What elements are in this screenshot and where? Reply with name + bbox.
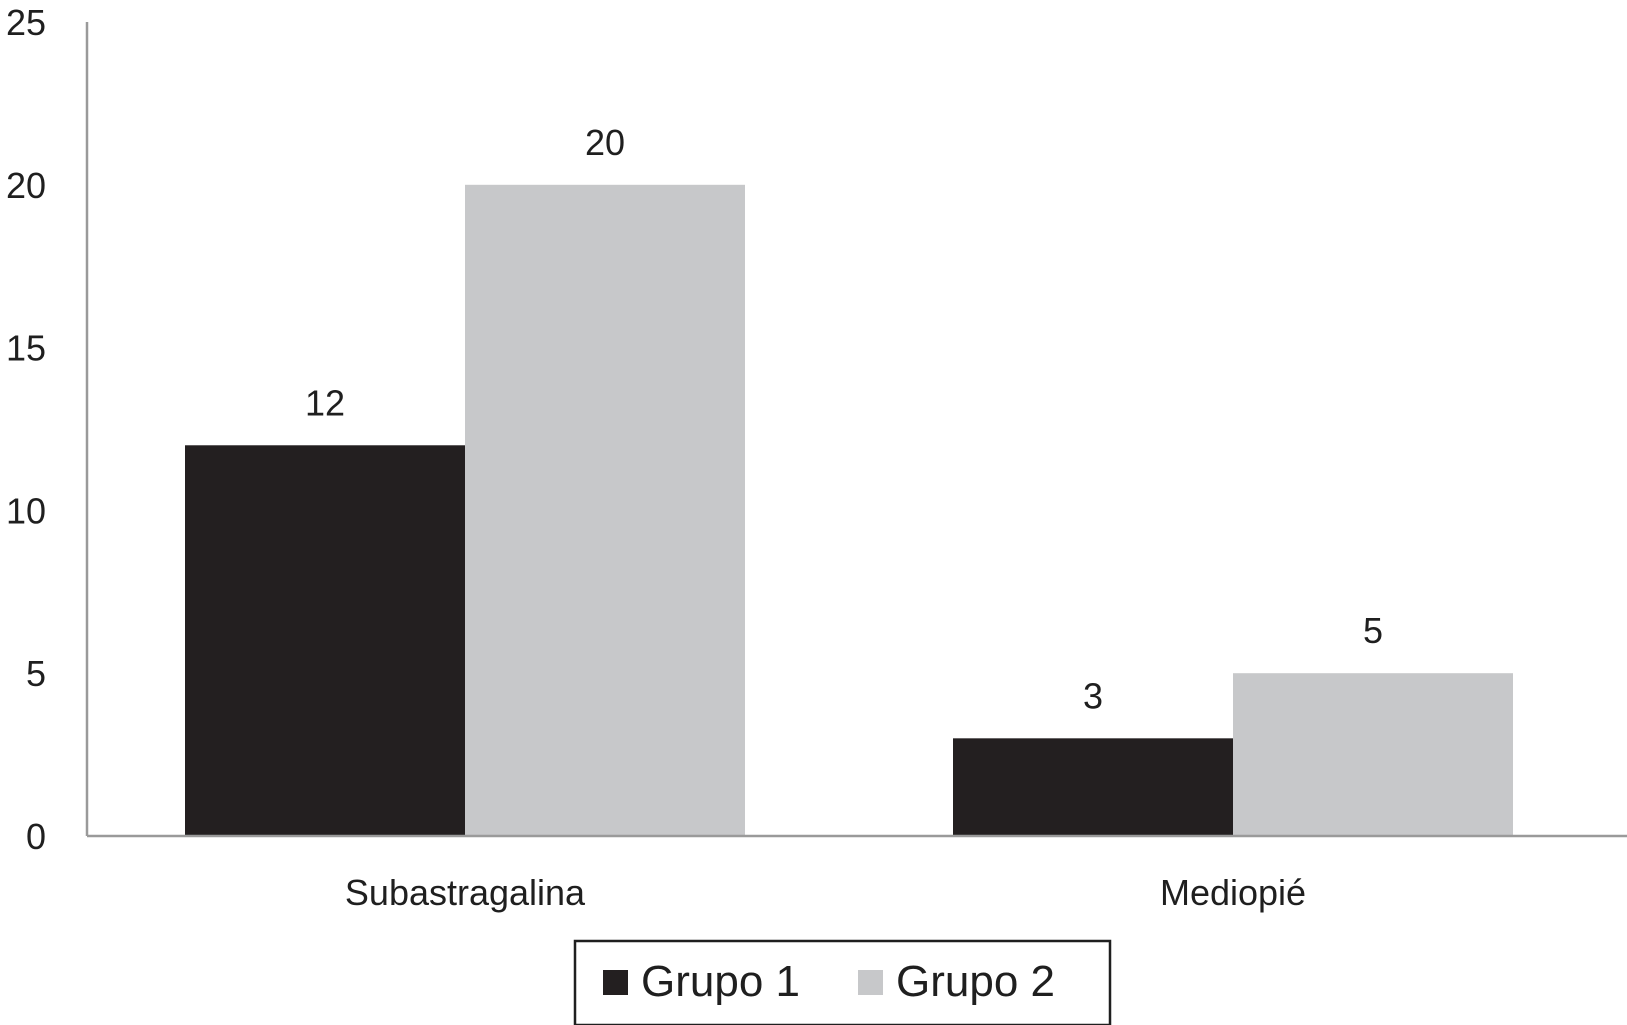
y-tick-label: 20 [6, 165, 46, 206]
data-label: 12 [305, 382, 345, 423]
bar-1-1 [185, 445, 465, 836]
bar-2-2 [1233, 673, 1513, 836]
bars [185, 184, 1513, 837]
y-tick-label: 15 [6, 328, 46, 369]
legend-swatch [858, 970, 883, 995]
bar-1-2 [953, 738, 1233, 836]
legend-swatch [603, 970, 628, 995]
legend-label: Grupo 2 [896, 957, 1055, 1006]
legend: Grupo 1 Grupo 2 [573, 939, 1112, 1025]
data-label: 3 [1083, 675, 1103, 716]
y-tick-label: 0 [26, 816, 46, 857]
y-tick-label: 25 [6, 2, 46, 43]
data-label: 20 [585, 122, 625, 163]
y-tick-label: 5 [26, 653, 46, 694]
bar-2-1 [465, 184, 745, 837]
data-label: 5 [1363, 610, 1383, 651]
x-category-label: Mediopié [1160, 872, 1306, 913]
y-tick-label: 10 [6, 490, 46, 531]
data-labels: 12 20 3 5 [305, 122, 1383, 717]
x-axis-categories: Subastragalina Mediopié [345, 872, 1306, 913]
legend-items: Grupo 1 Grupo 2 [603, 957, 1055, 1006]
legend-label: Grupo 1 [641, 957, 800, 1006]
x-category-label: Subastragalina [345, 872, 586, 913]
legend-box [573, 939, 1112, 1025]
y-axis-ticks: 0 5 10 15 20 25 [6, 2, 46, 857]
